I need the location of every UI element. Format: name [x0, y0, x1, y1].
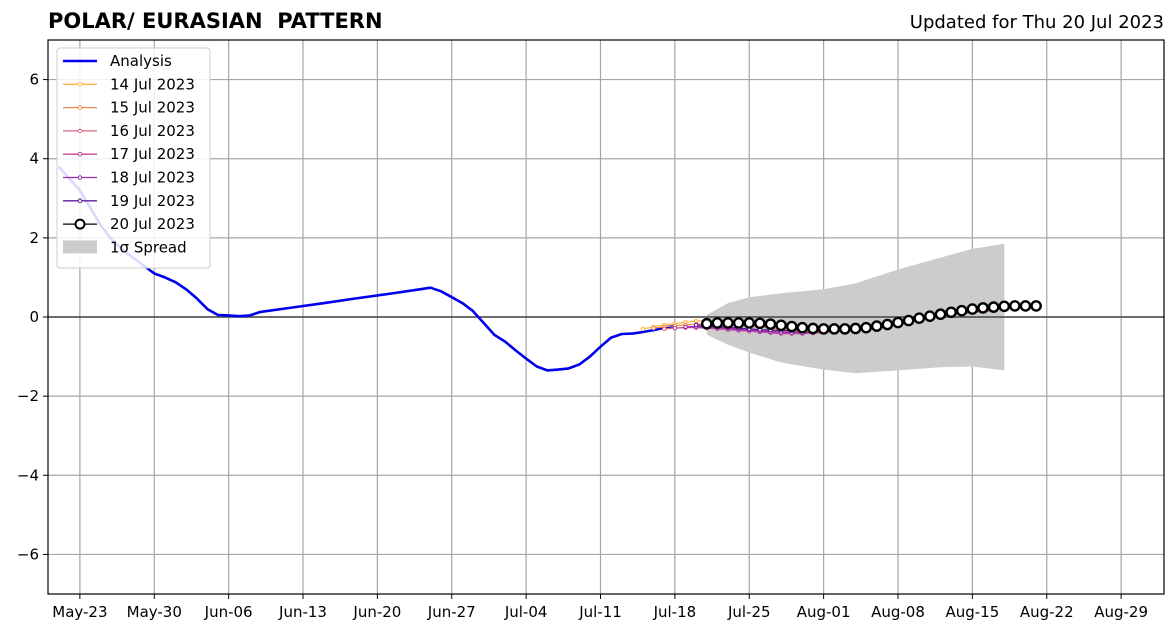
legend-swatch-marker [77, 128, 83, 134]
chart-title: POLAR/ EURASIAN PATTERN [48, 9, 383, 33]
forecast-point-20-jul-2023 [828, 323, 841, 335]
x-tick-label: Aug-15 [945, 603, 999, 621]
forecast-point-20-jul-2023 [860, 321, 872, 334]
forecast-point-20-jul-2023 [796, 321, 809, 334]
legend-label: 1σ Spread [110, 238, 187, 256]
forecast-point-20-jul-2023 [1019, 300, 1032, 312]
legend-label: Analysis [110, 52, 172, 70]
forecast-point-20-jul-2023 [881, 318, 894, 331]
forecast-point-20-jul-2023 [945, 306, 957, 319]
forecast-point-14-jul-2023 [640, 326, 646, 332]
forecast-point-20-jul-2023 [998, 300, 1011, 313]
legend-label: 15 Jul 2023 [110, 99, 195, 117]
forecast-point-20-jul-2023 [1009, 300, 1021, 312]
forecast-point-20-jul-2023 [775, 319, 787, 332]
x-tick-label: Jun-20 [352, 603, 401, 621]
forecast-point-19-jul-2023 [693, 322, 699, 328]
y-axis: 6 4 2 0 −2 −4 −6 [17, 71, 48, 563]
forecast-point-20-jul-2023 [1030, 300, 1042, 312]
forecast-point-20-jul-2023 [892, 316, 904, 329]
legend-label: 20 Jul 2023 [110, 215, 195, 233]
legend-label: 17 Jul 2023 [110, 145, 195, 163]
x-tick-label: Jun-13 [278, 603, 327, 621]
legend-swatch-marker [77, 82, 83, 87]
legend-swatch-marker [74, 218, 86, 230]
y-tick-label: 4 [29, 150, 39, 168]
y-tick-label: −2 [17, 387, 39, 405]
legend-swatch-marker [77, 198, 83, 204]
y-tick-label: 2 [29, 229, 39, 247]
legend-swatch-marker [77, 105, 83, 110]
forecast-point-20-jul-2023 [934, 308, 947, 321]
spread-area [706, 243, 1005, 374]
legend-label: 18 Jul 2023 [110, 169, 195, 187]
forecast-point-16-jul-2023 [662, 326, 667, 332]
forecast-point-20-jul-2023 [902, 314, 915, 327]
forecast-point-20-jul-2023 [966, 303, 979, 315]
x-axis: May-23 May-30 Jun-06 Jun-13 Jun-20 Jun-27 Jul-… [52, 594, 1148, 621]
forecast-point-20-jul-2023 [711, 317, 724, 329]
x-tick-label: Jun-27 [427, 603, 476, 621]
legend-swatch-spread [63, 240, 97, 254]
y-tick-label: −6 [17, 545, 39, 563]
forecast-point-20-jul-2023 [839, 323, 851, 335]
legend-label: 19 Jul 2023 [110, 192, 195, 210]
forecast-point-20-jul-2023 [700, 317, 713, 330]
x-tick-label: May-23 [52, 603, 107, 621]
legend-swatch-marker [77, 175, 83, 180]
forecast-point-15-jul-2023 [651, 325, 656, 331]
forecast-point-17-jul-2023 [672, 325, 678, 331]
forecast-point-20-jul-2023 [754, 317, 766, 330]
series-layer [57, 165, 1042, 372]
spread-band [706, 243, 1005, 374]
forecast-point-20-jul-2023 [807, 322, 819, 335]
x-tick-label: Aug-29 [1094, 603, 1148, 621]
forecast-point-20-jul-2023 [987, 301, 1000, 313]
updated-date: Updated for Thu 20 Jul 2023 [909, 12, 1164, 33]
legend-label: 14 Jul 2023 [110, 75, 195, 93]
forecast-point-20-jul-2023 [722, 317, 734, 329]
forecast-point-20-jul-2023 [743, 317, 756, 329]
forecast-point-20-jul-2023 [977, 302, 989, 314]
forecast-point-20-jul-2023 [955, 304, 968, 317]
forecast-point-20-jul-2023 [785, 320, 798, 333]
legend-label: 16 Jul 2023 [110, 122, 195, 140]
x-tick-label: Jul-11 [578, 603, 622, 621]
forecast-point-20-jul-2023 [924, 310, 936, 323]
y-tick-label: −4 [17, 466, 39, 484]
y-tick-label: 0 [29, 308, 39, 326]
forecast-point-18-jul-2023 [683, 324, 688, 330]
x-tick-label: Aug-08 [871, 603, 925, 621]
x-tick-label: Aug-01 [797, 603, 851, 621]
legend: Analysis 14 Jul 2023 15 Jul 2023 16 Jul 202… [56, 47, 211, 269]
forecast-point-20-jul-2023 [817, 323, 830, 335]
y-tick-label: 6 [29, 71, 39, 89]
x-tick-label: Aug-22 [1020, 603, 1074, 621]
forecast-point-20-jul-2023 [913, 312, 926, 324]
x-tick-label: May-30 [127, 603, 182, 621]
legend-box [56, 47, 211, 269]
x-tick-label: Jul-04 [504, 603, 548, 621]
legend-swatch-marker [77, 151, 83, 157]
forecast-point-20-jul-2023 [764, 318, 777, 330]
forecast-point-20-jul-2023 [732, 317, 745, 329]
x-tick-label: Jul-18 [653, 603, 697, 621]
x-tick-label: Jun-06 [204, 603, 253, 621]
forecast-point-20-jul-2023 [849, 322, 862, 335]
forecast-point-20-jul-2023 [870, 320, 883, 332]
x-tick-label: Jul-25 [727, 603, 771, 621]
